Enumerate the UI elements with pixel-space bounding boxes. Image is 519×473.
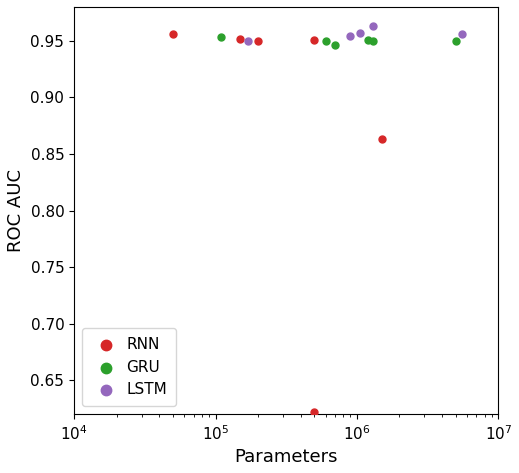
LSTM <box>457 30 466 38</box>
LSTM <box>346 33 354 40</box>
LSTM <box>244 37 252 44</box>
Y-axis label: ROC AUC: ROC AUC <box>7 169 25 252</box>
RNN <box>236 35 244 43</box>
GRU <box>452 37 460 44</box>
Legend: RNN, GRU, LSTM: RNN, GRU, LSTM <box>81 328 176 406</box>
GRU <box>331 42 339 49</box>
GRU <box>364 36 372 44</box>
GRU <box>321 37 330 44</box>
RNN <box>378 135 386 143</box>
X-axis label: Parameters: Parameters <box>235 448 338 466</box>
LSTM <box>356 29 364 37</box>
RNN <box>254 37 262 44</box>
GRU <box>217 34 226 41</box>
RNN <box>169 30 177 38</box>
RNN <box>310 36 319 44</box>
RNN <box>310 408 319 416</box>
GRU <box>369 37 377 44</box>
LSTM <box>369 22 377 30</box>
